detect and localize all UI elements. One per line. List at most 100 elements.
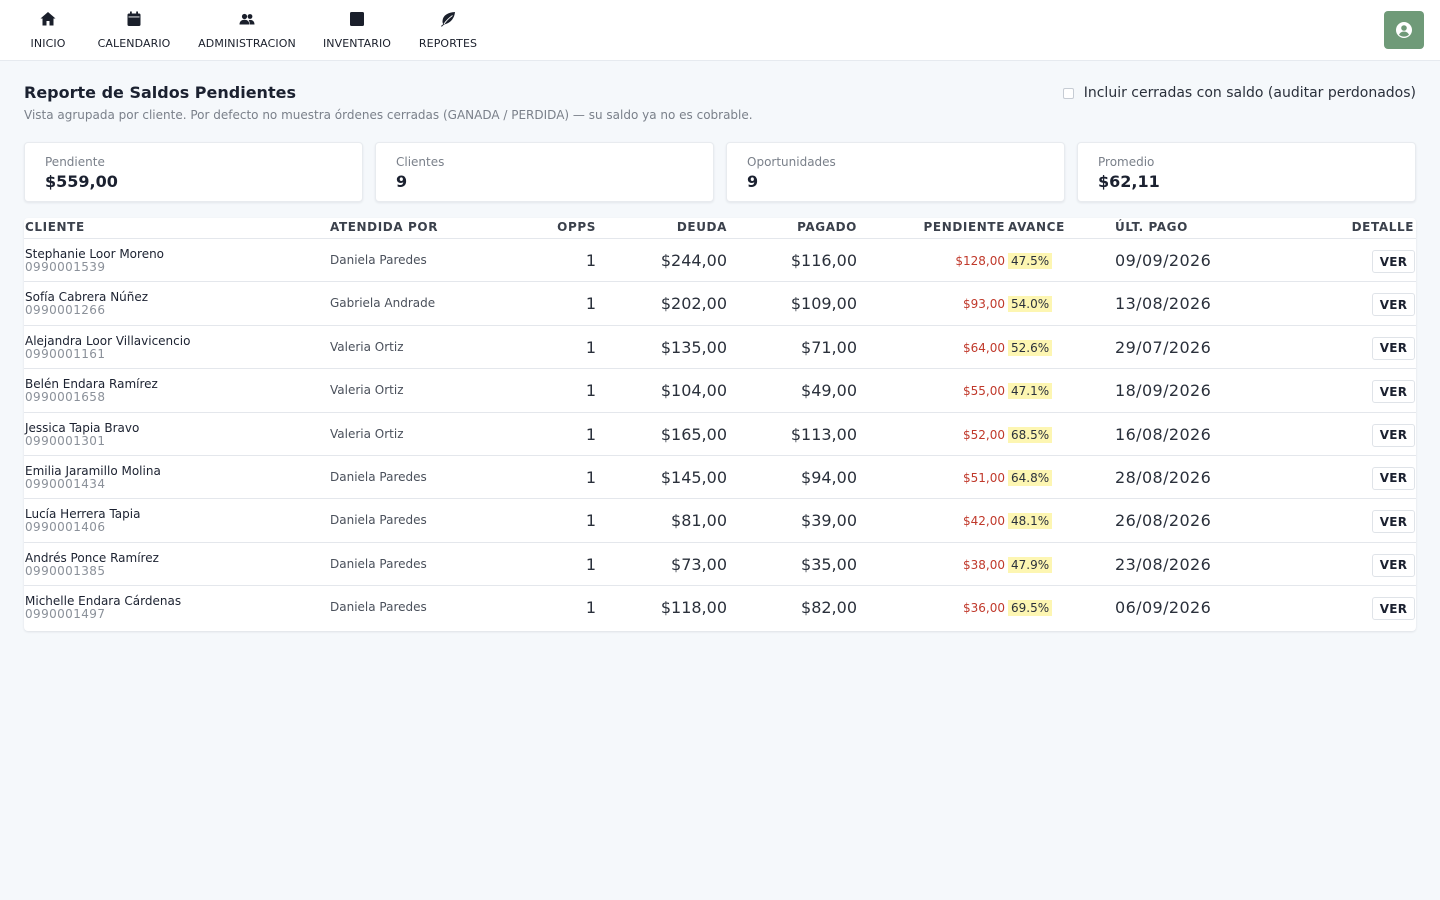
nav-item-label: INICIO xyxy=(30,37,66,50)
column-header-opps[interactable]: OPPS xyxy=(557,220,596,234)
user-circle-icon xyxy=(1396,22,1412,38)
nav-item-label: INVENTARIO xyxy=(322,37,392,50)
opps-count: 1 xyxy=(585,294,596,314)
last-payment-date: 29/07/2026 xyxy=(1115,337,1212,357)
debt-amount: $73,00 xyxy=(671,554,727,574)
debt-amount: $202,00 xyxy=(660,294,727,314)
include-closed-checkbox[interactable] xyxy=(1062,87,1074,99)
last-payment-date: 18/09/2026 xyxy=(1115,381,1212,401)
progress-badge: 48.1% xyxy=(1008,513,1053,530)
client-name: Andrés Ponce Ramírez xyxy=(25,550,159,565)
paid-amount: $35,00 xyxy=(801,554,857,574)
attended-by: Daniela Paredes xyxy=(330,556,427,571)
column-header-ult-pago[interactable]: ÚLT. PAGO xyxy=(1115,220,1188,234)
nav-item-reportes[interactable]: REPORTES xyxy=(418,8,478,52)
stat-label: Clientes xyxy=(396,155,445,169)
pending-amount: $36,00 xyxy=(963,601,1005,615)
client-name: Jessica Tapia Bravo xyxy=(25,420,140,435)
include-closed-toggle[interactable]: Incluir cerradas con saldo (auditar perd… xyxy=(1062,85,1416,101)
leaf-icon xyxy=(441,12,455,27)
stat-value: $62,11 xyxy=(1098,172,1160,191)
table-row: Michelle Endara Cárdenas 0990001497 Daniel… xyxy=(24,585,1416,628)
page-subtitle: Vista agrupada por cliente. Por defecto … xyxy=(24,108,753,122)
column-header-deuda[interactable]: DEUDA xyxy=(676,220,727,234)
debt-amount: $104,00 xyxy=(660,381,727,401)
table-row: Andrés Ponce Ramírez 0990001385 Daniela Pa… xyxy=(24,541,1416,585)
client-id: 0990001434 xyxy=(25,476,106,491)
progress-badge: 64.8% xyxy=(1008,469,1053,486)
view-detail-button[interactable]: VER xyxy=(1372,466,1415,490)
client-id: 0990001497 xyxy=(25,607,106,621)
last-payment-date: 09/09/2026 xyxy=(1115,251,1212,270)
pending-amount: $93,00 xyxy=(963,297,1005,312)
paid-amount: $116,00 xyxy=(790,251,857,270)
column-header-pendiente[interactable]: PENDIENTE xyxy=(923,220,1005,234)
view-detail-button[interactable]: VER xyxy=(1372,336,1415,360)
paid-amount: $113,00 xyxy=(790,424,857,444)
view-detail-button[interactable]: VER xyxy=(1372,250,1415,273)
opps-count: 1 xyxy=(585,511,596,531)
client-id: 0990001301 xyxy=(25,433,106,448)
user-menu-button[interactable] xyxy=(1384,11,1424,49)
pending-amount: $55,00 xyxy=(963,384,1005,399)
client-id: 0990001539 xyxy=(25,260,106,274)
attended-by: Daniela Paredes xyxy=(330,253,427,267)
client-id: 0990001385 xyxy=(25,563,106,578)
column-header-detalle: DETALLE xyxy=(1351,220,1414,234)
pending-amount: $128,00 xyxy=(955,254,1005,268)
last-payment-date: 16/08/2026 xyxy=(1115,424,1212,444)
opps-count: 1 xyxy=(585,424,596,444)
nav-item-label: ADMINISTRACION xyxy=(198,37,296,50)
attended-by: Daniela Paredes xyxy=(330,600,427,614)
attended-by: Valeria Ortiz xyxy=(330,426,404,441)
attended-by: Gabriela Andrade xyxy=(330,296,436,311)
view-detail-button[interactable]: VER xyxy=(1372,380,1415,404)
client-id: 0990001161 xyxy=(25,346,106,361)
column-header-pagado[interactable]: PAGADO xyxy=(797,220,857,234)
debt-amount: $135,00 xyxy=(660,337,727,357)
nav-item-inventario[interactable]: INVENTARIO xyxy=(321,8,393,52)
pending-amount: $38,00 xyxy=(963,557,1005,572)
last-payment-date: 06/09/2026 xyxy=(1115,598,1212,617)
nav-item-label: CALENDARIO xyxy=(97,37,171,50)
view-detail-button[interactable]: VER xyxy=(1372,293,1415,317)
client-name: Lucía Herrera Tapia xyxy=(25,507,141,522)
top-navigation: INICIO CALENDARIO ADMINISTRACION INVENTA… xyxy=(0,0,1440,61)
view-detail-button[interactable]: VER xyxy=(1372,423,1415,447)
table-row: Emilia Jaramillo Molina 0990001434 Daniela… xyxy=(24,454,1416,498)
users-icon xyxy=(239,13,255,25)
nav-item-inicio[interactable]: INICIO xyxy=(28,8,68,52)
balances-table: CLIENTE ATENDIDA POR OPPS DEUDA PAGADO P… xyxy=(24,218,1416,631)
client-id: 0990001658 xyxy=(25,390,106,405)
debt-amount: $145,00 xyxy=(660,467,727,487)
paid-amount: $49,00 xyxy=(801,381,857,401)
paid-amount: $39,00 xyxy=(801,511,857,531)
client-name: Stephanie Loor Moreno xyxy=(25,247,165,261)
column-header-avance[interactable]: AVANCE xyxy=(1008,220,1065,234)
attended-by: Valeria Ortiz xyxy=(330,383,404,398)
client-name: Belén Endara Ramírez xyxy=(25,377,158,392)
table-row: Jessica Tapia Bravo 0990001301 Valeria Ort… xyxy=(24,411,1416,455)
view-detail-button[interactable]: VER xyxy=(1372,553,1415,577)
progress-badge: 52.6% xyxy=(1008,339,1053,356)
paid-amount: $109,00 xyxy=(790,294,857,314)
opps-count: 1 xyxy=(585,467,596,487)
stat-label: Promedio xyxy=(1098,155,1155,169)
table-row: Lucía Herrera Tapia 0990001406 Daniela Par… xyxy=(24,498,1416,541)
opps-count: 1 xyxy=(585,251,596,270)
opps-count: 1 xyxy=(585,381,596,401)
progress-badge: 54.0% xyxy=(1008,296,1053,313)
nav-item-calendario[interactable]: CALENDARIO xyxy=(96,8,172,52)
progress-badge: 47.9% xyxy=(1008,556,1053,573)
column-header-atendida-por[interactable]: ATENDIDA POR xyxy=(330,220,439,234)
column-header-cliente[interactable]: CLIENTE xyxy=(25,220,85,234)
debt-amount: $81,00 xyxy=(671,511,727,531)
last-payment-date: 26/08/2026 xyxy=(1115,511,1212,531)
stat-card-clientes: Clientes 9 xyxy=(375,142,714,202)
nav-item-administracion[interactable]: ADMINISTRACION xyxy=(198,8,296,52)
client-id: 0990001266 xyxy=(25,303,106,318)
table-row: Alejandra Loor Villavicencio 0990001161 Va… xyxy=(24,324,1416,368)
view-detail-button[interactable]: VER xyxy=(1372,510,1415,534)
view-detail-button[interactable]: VER xyxy=(1372,597,1415,620)
calendar-icon xyxy=(127,11,141,26)
